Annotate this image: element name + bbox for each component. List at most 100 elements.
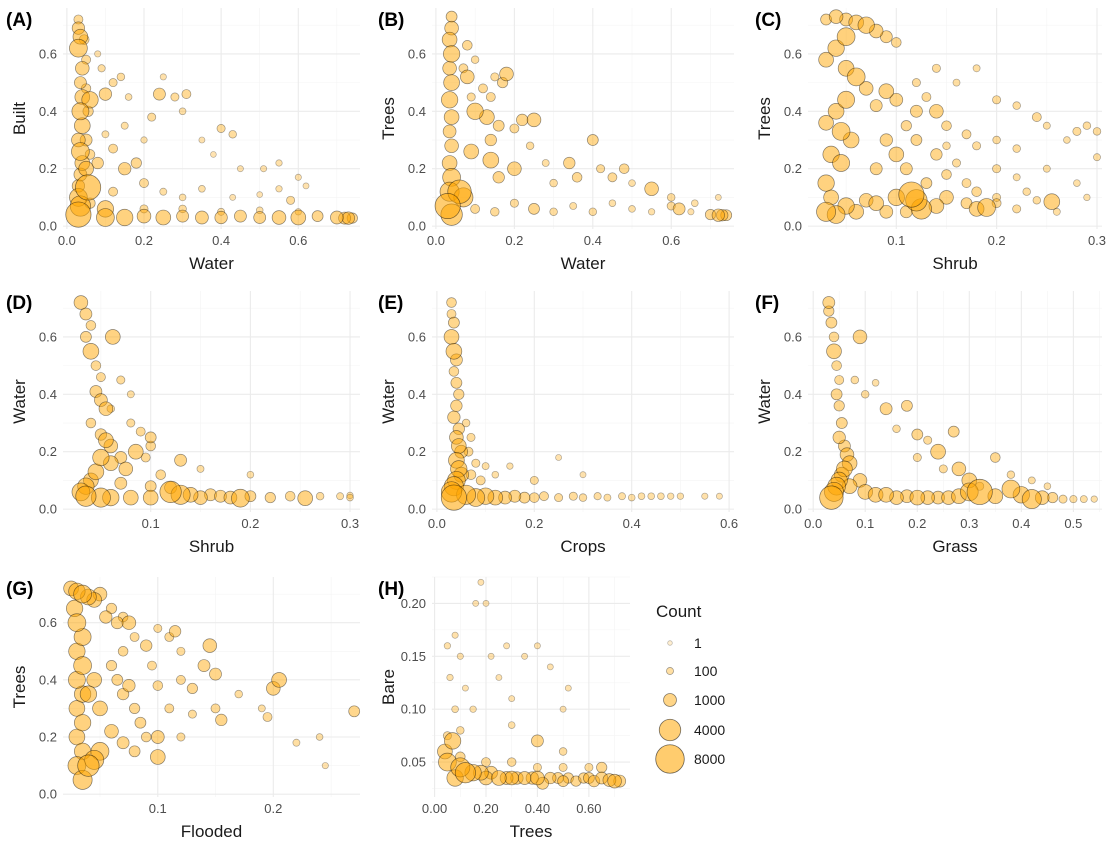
data-point (471, 458, 481, 468)
data-point (204, 488, 217, 502)
data-point (103, 438, 119, 454)
data-point (440, 484, 467, 511)
data-point (140, 136, 148, 144)
data-point (92, 700, 108, 717)
data-point (469, 705, 477, 713)
data-point (920, 177, 933, 189)
data-point (271, 672, 287, 688)
data-point (145, 440, 156, 452)
data-point (607, 172, 618, 183)
data-point (155, 469, 166, 480)
data-point (99, 610, 113, 624)
data-point (528, 203, 540, 215)
data-point (889, 92, 904, 107)
data-point (451, 705, 459, 713)
data-point (292, 738, 301, 747)
y-axis-title: Bare (379, 669, 398, 705)
data-point (74, 117, 91, 134)
data-point (98, 401, 114, 416)
data-point (1012, 173, 1021, 182)
data-point (888, 146, 905, 163)
data-point (562, 772, 574, 784)
data-point (901, 399, 913, 412)
data-point (284, 490, 296, 502)
data-point (1012, 101, 1021, 110)
data-point (593, 492, 602, 501)
data-point (1027, 476, 1036, 485)
data-point (909, 489, 926, 506)
data-point (456, 652, 464, 660)
data-point (491, 770, 507, 786)
data-point (711, 208, 725, 222)
data-point (1058, 494, 1068, 504)
data-point (929, 104, 944, 119)
data-point (315, 733, 324, 741)
legend-label: 8000 (694, 751, 725, 767)
data-point (446, 673, 454, 682)
x-tick-label: 0.2 (988, 233, 1006, 248)
data-point (1047, 492, 1059, 504)
data-point (441, 31, 458, 48)
data-point (879, 133, 893, 147)
data-point (311, 210, 324, 222)
data-point (961, 129, 972, 140)
data-point (458, 63, 469, 74)
data-point (78, 160, 94, 177)
data-point (570, 775, 582, 787)
data-point (135, 426, 146, 437)
legend-key (667, 640, 673, 646)
data-point (992, 135, 1001, 145)
y-tick-label: 0.0 (39, 502, 57, 517)
data-point (77, 754, 100, 777)
data-point (1082, 121, 1092, 130)
data-point (657, 492, 665, 500)
data-point (178, 204, 187, 214)
data-point (1073, 179, 1081, 187)
x-axis-title: Water (189, 254, 234, 273)
data-point (475, 475, 486, 486)
data-point (75, 485, 97, 507)
y-tick-label: 0.2 (39, 161, 57, 176)
data-point (613, 774, 627, 788)
data-point (94, 50, 102, 58)
panel-tag: (D) (6, 293, 32, 314)
data-point (578, 493, 588, 502)
data-point (198, 185, 206, 193)
panel-e: 0.0 0.2 0.4 0.6 0.0 0.2 0.4 0.6 Crops Water (E) (378, 291, 738, 556)
data-point (833, 400, 845, 412)
data-point (910, 104, 923, 118)
data-point (108, 186, 118, 197)
data-point (900, 489, 914, 504)
x-axis-title: Flooded (181, 822, 242, 841)
data-point (857, 484, 873, 500)
data-point (911, 78, 921, 88)
data-point (568, 491, 578, 501)
y-axis-title: Trees (755, 97, 774, 140)
data-point (921, 92, 932, 102)
data-point (147, 660, 157, 671)
data-point (271, 210, 287, 225)
data-point (134, 716, 147, 729)
data-point (558, 762, 568, 772)
data-point (667, 492, 675, 500)
data-point (490, 207, 500, 217)
data-point (861, 390, 870, 399)
data-point (110, 616, 124, 630)
data-point (262, 712, 273, 722)
data-point (448, 366, 460, 377)
data-point (92, 448, 110, 467)
data-point (525, 771, 539, 785)
data-point (170, 92, 180, 102)
data-point (139, 204, 149, 214)
panel-c: 0.1 0.2 0.3 0.0 0.2 0.4 0.6 Shrub Trees (C) (755, 8, 1106, 273)
data-point (941, 169, 952, 180)
data-point (485, 92, 496, 102)
data-point (990, 452, 1001, 463)
data-point (73, 584, 92, 604)
data-point (91, 156, 104, 170)
data-point (73, 14, 84, 25)
panel-b: 0.0 0.2 0.4 0.6 0.0 0.2 0.4 0.6 Water Trees (B) (378, 8, 734, 273)
data-point (546, 663, 554, 671)
data-point (446, 297, 457, 308)
panel-f: 0.0 0.1 0.2 0.3 0.4 0.5 0.0 0.2 0.4 0.6 Grass Water… (755, 291, 1102, 556)
